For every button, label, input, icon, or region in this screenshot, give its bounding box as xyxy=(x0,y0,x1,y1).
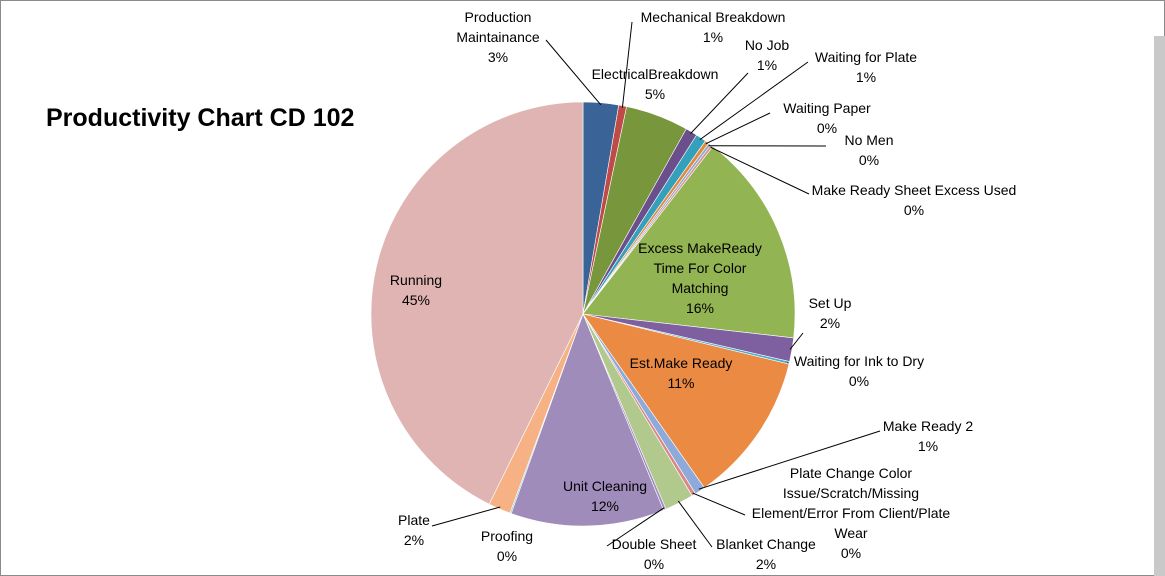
data-label-no-job: No Job 1% xyxy=(745,37,790,73)
data-label-waiting-paper: Waiting Paper 0% xyxy=(783,100,871,136)
data-label-production-maintainance: Production Maintainance 3% xyxy=(456,9,539,65)
leader-line-no-job xyxy=(691,73,749,134)
leader-line-plate xyxy=(432,507,500,526)
data-label-double-sheet: Double Sheet 0% xyxy=(612,536,697,572)
data-label-make-ready-2: Make Ready 2 1% xyxy=(883,418,973,454)
data-label-make-ready-sheet-excess-used: Make Ready Sheet Excess Used 0% xyxy=(812,182,1017,218)
data-label-proofing: Proofing 0% xyxy=(481,528,533,564)
data-label-waiting-for-ink-to-dry: Waiting for Ink to Dry 0% xyxy=(794,353,924,389)
data-label-waiting-for-plate: Waiting for Plate 1% xyxy=(815,49,917,85)
data-label-no-men: No Men 0% xyxy=(844,132,893,168)
leader-line-mechanical-breakdown xyxy=(622,22,632,108)
pie-slices xyxy=(371,102,795,526)
data-label-blanket-change: Blanket Change 2% xyxy=(716,536,816,572)
data-label-set-up: Set Up 2% xyxy=(809,295,852,331)
data-label-electricalbreakdown: ElectricalBreakdown 5% xyxy=(592,66,719,102)
data-label-plate: Plate 2% xyxy=(398,512,430,548)
leader-line-plate-change-color-issue-scratch-missing-element-error-from-client-plate-wear xyxy=(693,493,745,515)
